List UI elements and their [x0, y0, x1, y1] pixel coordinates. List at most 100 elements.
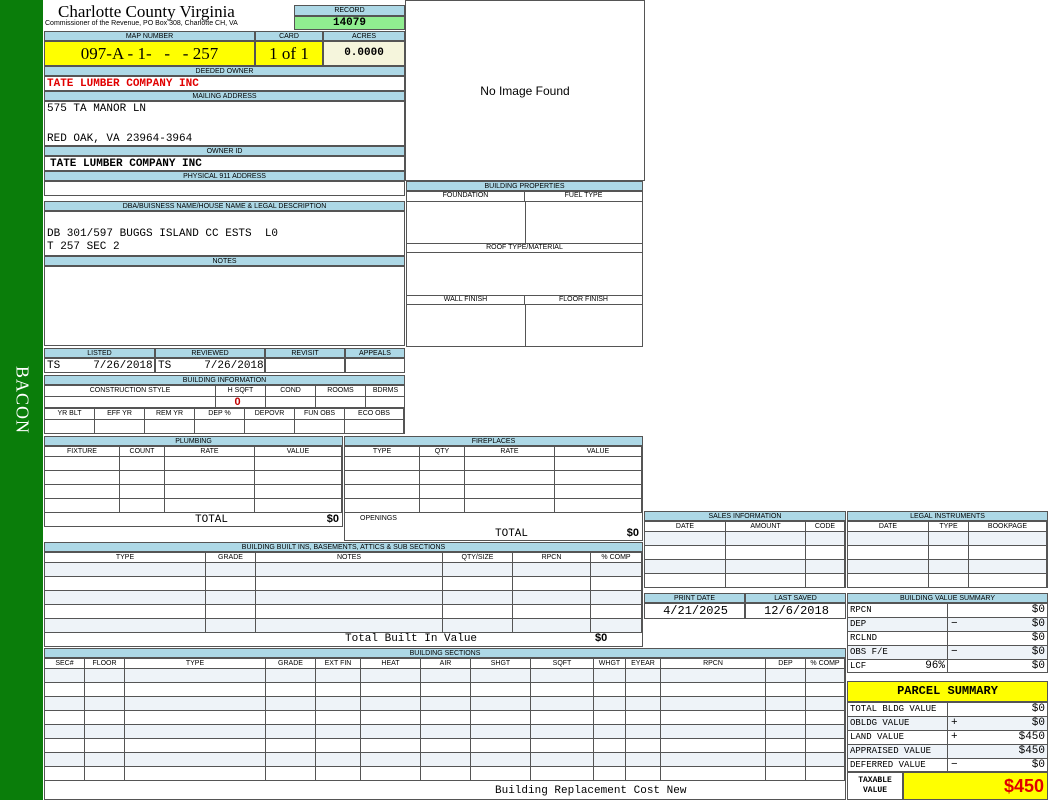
summary-row: DEFERRED VALUE − $0 [848, 759, 1047, 771]
column-header-row: YR BLT EFF YR REM YR DEP % DEPOVR FUN OBS ECO … [45, 409, 404, 420]
table-cell [645, 532, 726, 545]
table-cell [345, 499, 420, 512]
table-cell [421, 711, 471, 724]
mailing-line1: 575 TA MANOR LN [47, 103, 147, 115]
summary-value: $0 [1031, 703, 1045, 715]
summary-label: OBLDG VALUE [848, 717, 948, 730]
column-header: FIXTURE [45, 447, 120, 456]
table-cell [45, 697, 85, 710]
fireplaces-total: $0 [626, 527, 639, 539]
reviewed-label: REVIEWED [155, 348, 265, 358]
builtins-total-label: Total Built In Value [345, 633, 478, 645]
column-header: SEC# [45, 659, 85, 668]
column-header: REM YR [145, 409, 195, 419]
column-header: VALUE [255, 447, 342, 456]
table-cell [255, 485, 342, 498]
table-cell [806, 669, 845, 682]
table-cell [848, 560, 929, 573]
table-row [45, 485, 342, 499]
table-cell [266, 739, 316, 752]
table-cell [929, 560, 969, 573]
table-cell [316, 397, 366, 407]
table-cell [848, 546, 929, 559]
table-cell [125, 683, 266, 696]
plumbing-table: FIXTURE COUNT RATE VALUE TOTAL $0 [44, 446, 343, 527]
table-cell [206, 577, 256, 590]
summary-value: $0 [1031, 618, 1045, 630]
table-cell [531, 753, 594, 766]
wall-finish-label: WALL FINISH [407, 295, 525, 305]
taxable-value: $450 [903, 772, 1048, 800]
revisit-label: REVISIT [265, 348, 345, 358]
column-header: EYEAR [626, 659, 661, 668]
table-cell [531, 697, 594, 710]
table-cell [443, 563, 513, 576]
table-cell [848, 574, 929, 587]
building-info-row1: CONSTRUCTION STYLE H SQFT COND ROOMS BDRMS [44, 385, 405, 408]
table-row [45, 591, 642, 605]
record-label: RECORD [294, 5, 405, 16]
legal-table: DATE TYPE BOOKPAGE [847, 521, 1048, 588]
table-cell [85, 697, 125, 710]
legal-instruments-label: LEGAL INSTRUMENTS [847, 511, 1048, 521]
table-row [45, 753, 845, 767]
print-date: 4/21/2025 [644, 603, 745, 619]
summary-value: $0 [1031, 646, 1045, 658]
table-cell [125, 711, 266, 724]
column-header: NOTES [256, 553, 443, 562]
table-row [345, 457, 642, 471]
table-cell [594, 669, 626, 682]
district-label: BACON [12, 365, 32, 435]
table-cell [726, 560, 806, 573]
record-number: 14079 [294, 16, 405, 30]
revisit-value [265, 358, 345, 373]
table-cell [206, 605, 256, 618]
table-cell [345, 485, 420, 498]
table-cell [471, 697, 531, 710]
table-cell [626, 711, 661, 724]
table-row [645, 574, 845, 587]
table-cell [295, 420, 345, 433]
column-header: TYPE [125, 659, 266, 668]
table-cell [929, 574, 969, 587]
column-header: QTY [420, 447, 465, 456]
table-cell [513, 577, 591, 590]
table-row [45, 420, 404, 433]
table-cell [266, 753, 316, 766]
table-cell [206, 591, 256, 604]
table-cell [85, 767, 125, 780]
table-cell [125, 697, 266, 710]
district-sidebar: BACON [0, 0, 43, 800]
column-header: FLOOR [85, 659, 125, 668]
table-cell [45, 669, 85, 682]
column-header: EXT FIN [316, 659, 361, 668]
summary-sign: + [951, 731, 958, 743]
map-number-label: MAP NUMBER [44, 31, 255, 41]
table-cell [45, 563, 206, 576]
heated-sqft: 0 [234, 396, 241, 408]
table-cell [420, 457, 465, 470]
table-cell [471, 725, 531, 738]
table-cell [266, 683, 316, 696]
table-cell [316, 697, 361, 710]
table-cell [45, 397, 216, 407]
physical-address [44, 181, 405, 196]
table-cell [345, 420, 404, 433]
table-cell [531, 711, 594, 724]
table-cell [256, 563, 443, 576]
table-cell [45, 619, 206, 632]
building-sections-label: BUILDING SECTIONS [44, 648, 846, 658]
column-header: TYPE [929, 522, 969, 531]
table-cell [361, 697, 421, 710]
table-cell [316, 767, 361, 780]
table-cell [465, 471, 555, 484]
appeals-label: APPEALS [345, 348, 405, 358]
table-cell [806, 683, 845, 696]
table-cell [766, 739, 806, 752]
table-cell [125, 725, 266, 738]
fuel-type-label: FUEL TYPE [525, 192, 642, 202]
column-header: DEPOVR [245, 409, 295, 419]
table-cell [85, 711, 125, 724]
table-cell [95, 420, 145, 433]
table-cell [255, 499, 342, 512]
